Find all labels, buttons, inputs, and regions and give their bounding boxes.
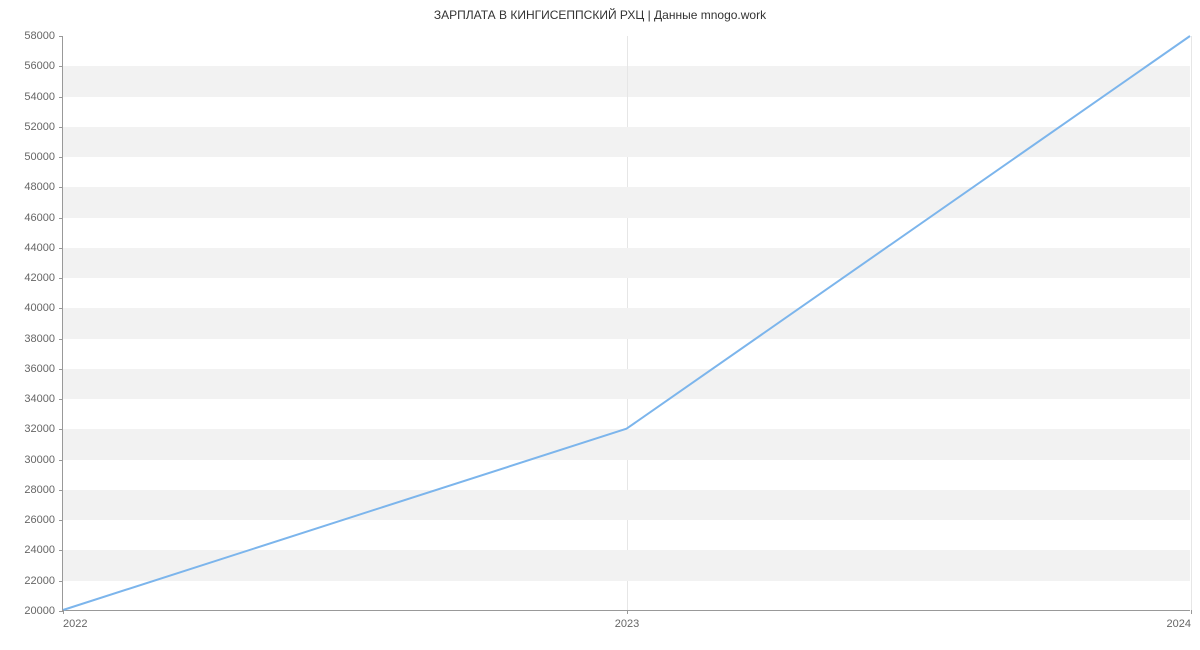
- y-tick-label: 42000: [24, 272, 63, 284]
- y-tick-label: 22000: [24, 575, 63, 587]
- y-tick-mark: [59, 429, 63, 430]
- y-tick-label: 26000: [24, 514, 63, 526]
- y-tick-mark: [59, 248, 63, 249]
- series-line-salary: [63, 36, 1190, 610]
- y-tick-label: 20000: [24, 605, 63, 617]
- y-tick-mark: [59, 36, 63, 37]
- y-tick-label: 30000: [24, 454, 63, 466]
- y-tick-label: 24000: [24, 544, 63, 556]
- y-tick-label: 34000: [24, 393, 63, 405]
- y-tick-label: 54000: [24, 91, 63, 103]
- y-tick-label: 50000: [24, 151, 63, 163]
- x-tick-mark: [627, 610, 628, 614]
- plot-region: 2000022000240002600028000300003200034000…: [62, 36, 1190, 611]
- y-tick-label: 46000: [24, 212, 63, 224]
- y-tick-label: 48000: [24, 181, 63, 193]
- x-tick-mark: [1191, 610, 1192, 614]
- y-tick-mark: [59, 308, 63, 309]
- y-tick-mark: [59, 97, 63, 98]
- y-tick-mark: [59, 550, 63, 551]
- y-tick-label: 52000: [24, 121, 63, 133]
- y-tick-mark: [59, 187, 63, 188]
- chart-title: ЗАРПЛАТА В КИНГИСЕППСКИЙ РХЦ | Данные mn…: [0, 0, 1200, 22]
- x-tick-label: 2024: [1167, 610, 1191, 630]
- y-tick-mark: [59, 66, 63, 67]
- y-tick-mark: [59, 399, 63, 400]
- y-tick-mark: [59, 127, 63, 128]
- y-tick-mark: [59, 520, 63, 521]
- y-tick-label: 36000: [24, 363, 63, 375]
- line-series-layer: [63, 36, 1190, 610]
- y-tick-mark: [59, 218, 63, 219]
- chart-plot-area: 2000022000240002600028000300003200034000…: [62, 36, 1190, 611]
- x-gridline: [1191, 36, 1192, 610]
- y-tick-label: 28000: [24, 484, 63, 496]
- y-tick-mark: [59, 278, 63, 279]
- x-tick-mark: [63, 610, 64, 614]
- y-tick-mark: [59, 581, 63, 582]
- y-tick-label: 32000: [24, 423, 63, 435]
- x-tick-label: 2022: [63, 610, 87, 630]
- y-tick-label: 58000: [24, 30, 63, 42]
- y-tick-label: 38000: [24, 333, 63, 345]
- y-tick-mark: [59, 157, 63, 158]
- y-tick-label: 44000: [24, 242, 63, 254]
- y-tick-mark: [59, 490, 63, 491]
- y-tick-label: 40000: [24, 302, 63, 314]
- y-tick-mark: [59, 369, 63, 370]
- y-tick-label: 56000: [24, 60, 63, 72]
- y-tick-mark: [59, 460, 63, 461]
- y-tick-mark: [59, 339, 63, 340]
